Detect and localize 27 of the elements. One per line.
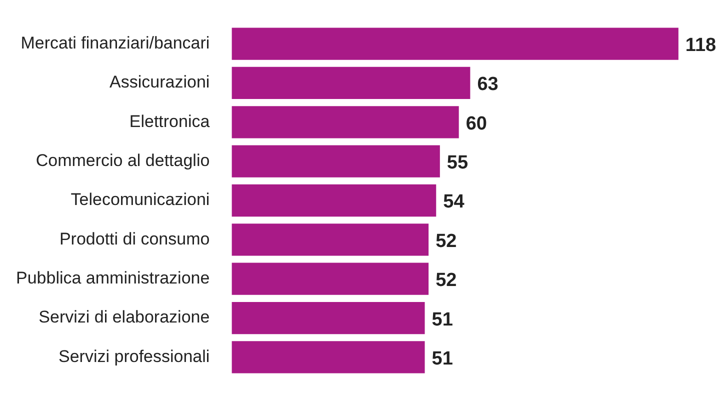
data-label: 52 [436, 230, 457, 252]
y-tick-label: Telecomunicazioni [70, 190, 210, 210]
y-tick-label: Pubblica amministrazione [16, 268, 210, 288]
data-label: 52 [436, 270, 457, 292]
bar [232, 106, 459, 138]
data-label: 51 [432, 348, 454, 370]
data-label: 54 [443, 192, 465, 213]
data-label: 118 [685, 35, 716, 56]
data-label: 60 [466, 113, 487, 134]
bar [232, 184, 436, 217]
bar [232, 66, 470, 100]
data-label: 63 [477, 74, 498, 96]
bar [232, 145, 440, 178]
y-tick-label: Elettronica [129, 112, 210, 131]
bar [232, 262, 429, 295]
y-tick-label: Servizi professionali [58, 346, 210, 366]
data-label: 51 [432, 309, 454, 330]
y-tick-label: Mercati finanziari/bancari [20, 33, 210, 52]
bar [232, 341, 425, 374]
y-tick-label: Prodotti di consumo [59, 229, 210, 248]
bar [232, 224, 429, 256]
y-tick-label: Commercio al dettaglio [36, 151, 210, 170]
y-tick-label: Servizi di elaborazione [38, 308, 210, 327]
data-label: 55 [446, 152, 468, 174]
bar [232, 28, 678, 60]
bar [232, 302, 425, 334]
y-tick-label: Assicurazioni [110, 72, 210, 92]
